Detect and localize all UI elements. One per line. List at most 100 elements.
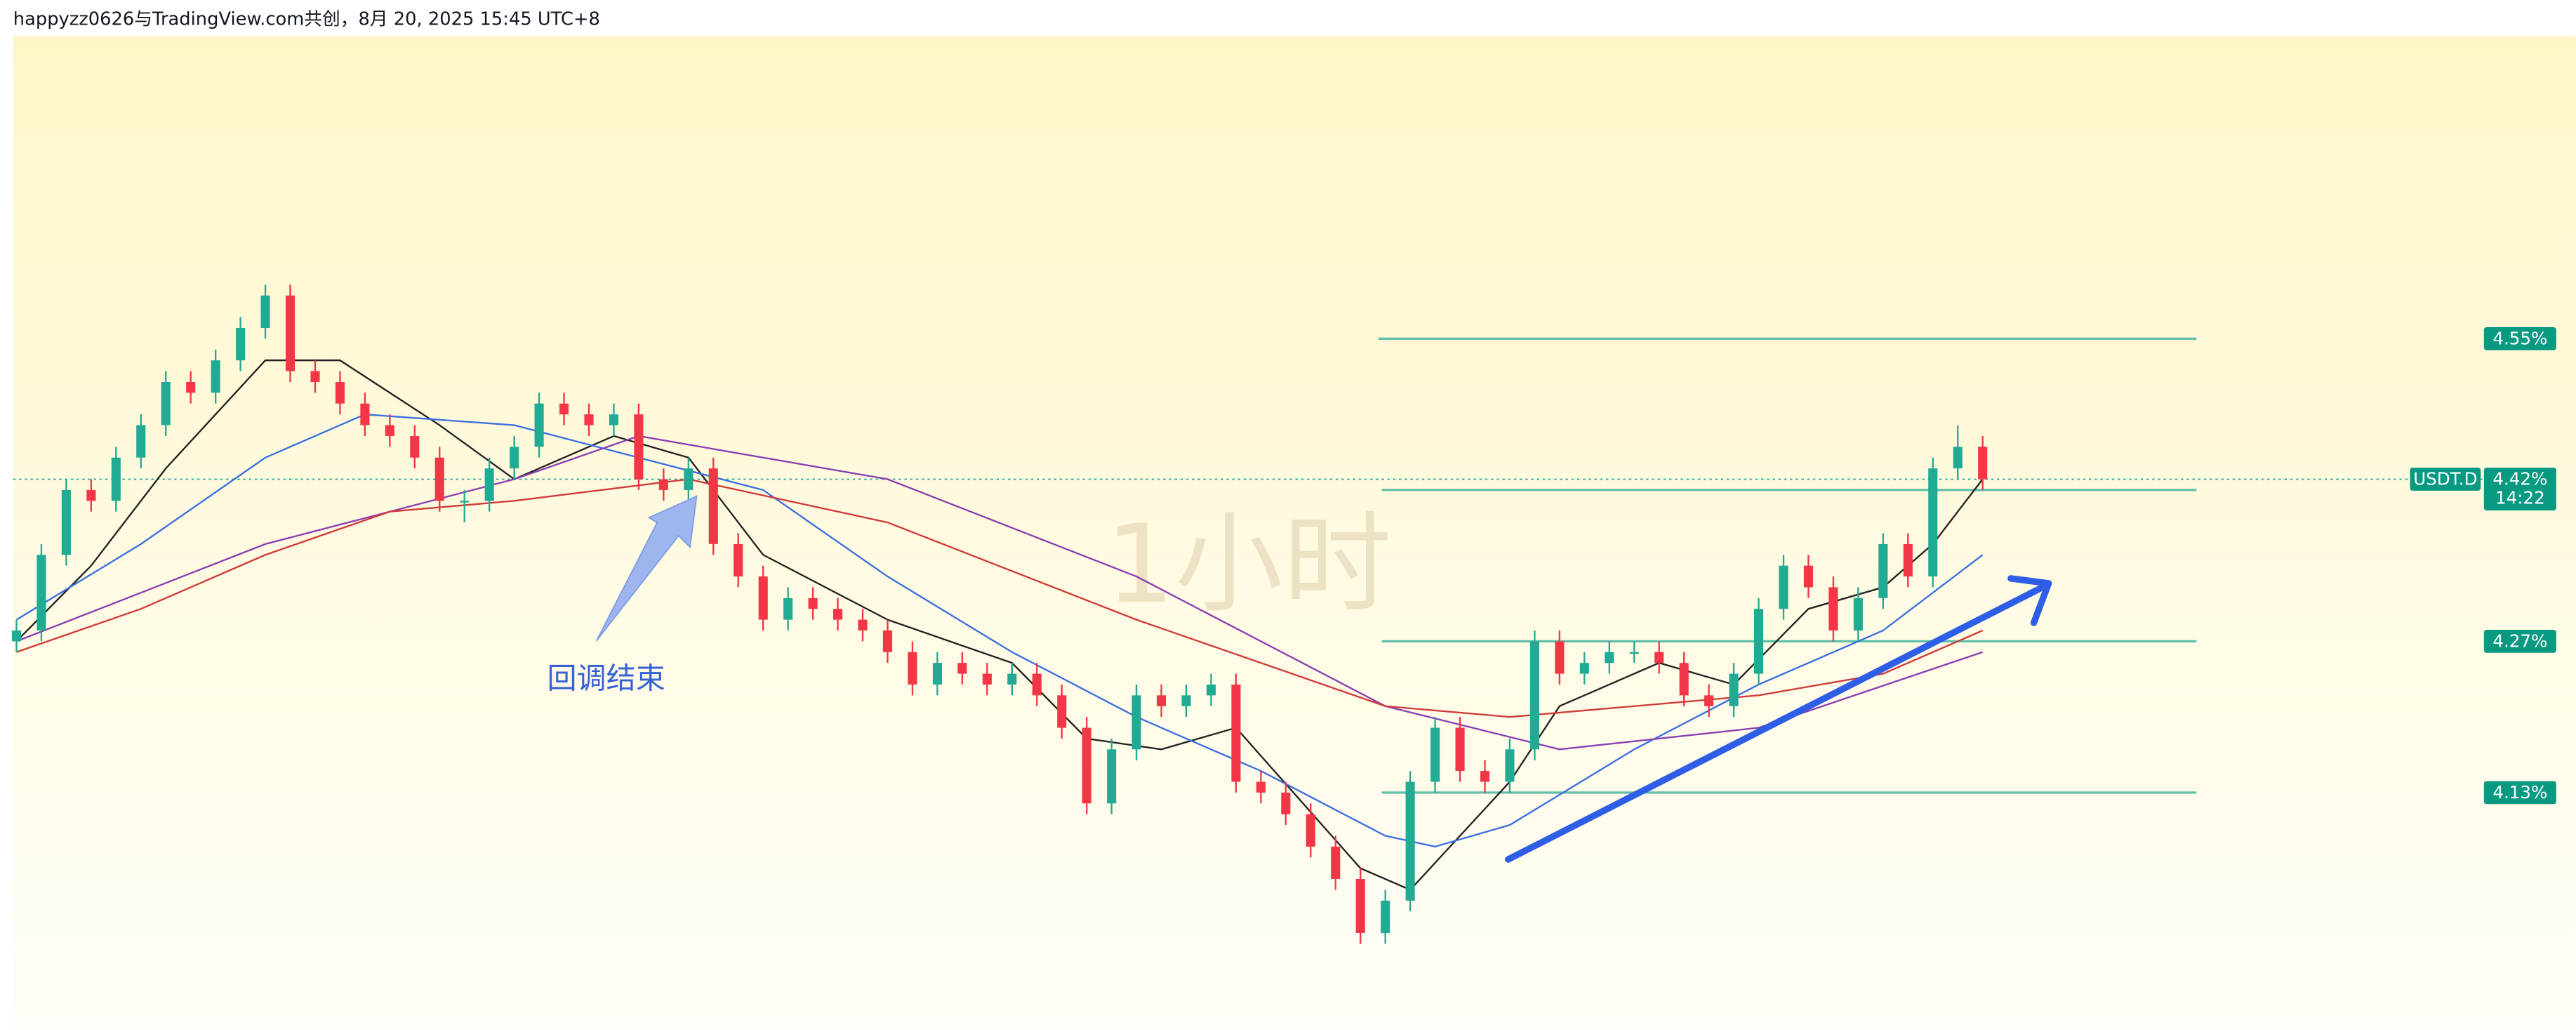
candle-body <box>360 403 370 425</box>
candle-body <box>136 425 146 458</box>
candle-body <box>1107 749 1117 804</box>
candle-body <box>534 403 544 447</box>
candle-body <box>559 403 569 415</box>
candle-body <box>161 382 171 425</box>
plot-background <box>13 36 2576 1030</box>
candle-body <box>609 414 619 425</box>
candle-body <box>1007 673 1017 685</box>
candle-body <box>1206 684 1216 696</box>
last-price-label: 4.42% <box>2492 469 2547 489</box>
candle-body <box>882 630 893 652</box>
candle-body <box>684 468 693 490</box>
trend-arrow <box>1504 575 2052 863</box>
candle-body <box>808 597 818 609</box>
candle-body <box>634 414 644 480</box>
candle-body <box>1306 814 1315 847</box>
candle-body <box>858 619 868 630</box>
candle-body <box>1480 771 1490 782</box>
candle-body <box>1231 684 1241 782</box>
price-label-box <box>2483 630 2556 653</box>
candle-body <box>1057 695 1067 728</box>
last-price-box <box>2483 468 2556 510</box>
candle-body <box>1978 447 1988 480</box>
annotation-arrow <box>595 495 698 642</box>
candle-body <box>86 489 96 501</box>
candle-body <box>1181 695 1191 706</box>
candle-body <box>1331 846 1341 879</box>
candle-body <box>11 630 22 642</box>
candle-body <box>285 295 296 371</box>
candle-body <box>260 295 270 329</box>
price-label: 4.55% <box>2492 329 2547 349</box>
countdown-label: 14:22 <box>2495 488 2545 508</box>
candle-body <box>1828 587 1838 630</box>
plot <box>11 284 2484 944</box>
candle-body <box>733 543 743 577</box>
price-label: 4.13% <box>2492 782 2547 803</box>
candle-body <box>36 555 46 630</box>
annotation-text: 回调结束 <box>547 661 665 695</box>
candle-body <box>1903 543 1913 577</box>
candle-body <box>1729 673 1739 706</box>
candle-body <box>484 468 494 501</box>
candle-body <box>1779 565 1788 609</box>
candle-body <box>1629 652 1639 654</box>
candle-body <box>1579 663 1589 674</box>
candle-body <box>1032 673 1042 696</box>
watermark: 1小时 <box>1106 502 1391 628</box>
candle-body <box>1654 652 1664 663</box>
candle-body <box>584 414 594 425</box>
price-axis: 4.55% 4.27% 4.13% USDT.D 4.42%14:22 <box>2410 327 2556 805</box>
candle-body <box>1505 749 1515 782</box>
price-label-box <box>2483 781 2556 805</box>
candle-body <box>1555 641 1565 674</box>
candle-body <box>1156 695 1167 706</box>
candle-body <box>1953 447 1963 469</box>
price-label-box <box>2483 327 2556 350</box>
candle-body <box>1704 695 1714 706</box>
candle-body <box>1281 792 1291 814</box>
candle-body <box>335 382 345 404</box>
symbol-box <box>2410 468 2481 491</box>
candle-body <box>236 328 246 361</box>
candle-body <box>186 382 196 393</box>
candle-body <box>708 468 718 544</box>
candle-body <box>1455 727 1465 772</box>
candle-body <box>434 457 444 501</box>
candle-body <box>1405 781 1415 901</box>
candle-body <box>1529 641 1539 750</box>
candle-body <box>833 609 843 620</box>
candle-body <box>1753 609 1764 674</box>
candle-body <box>1878 543 1888 598</box>
candle-body <box>982 673 992 685</box>
header-title: happyzz0626与TradingView.com共创，8月 20, 202… <box>13 9 600 30</box>
price-label: 4.27% <box>2492 631 2547 652</box>
candle-body <box>783 597 793 620</box>
candle-body <box>658 479 668 490</box>
candle-body <box>932 663 942 685</box>
candle-body <box>460 501 470 503</box>
candle-body <box>957 663 967 674</box>
candle-body <box>908 652 917 685</box>
candle-body <box>1803 565 1814 588</box>
candle-body <box>1679 663 1689 696</box>
candle-body <box>1430 727 1440 782</box>
candle-body <box>1605 652 1614 663</box>
candle-body <box>211 360 220 393</box>
candle-body <box>1131 695 1141 750</box>
candle-body <box>310 371 320 383</box>
symbol-label: USDT.D <box>2413 469 2477 489</box>
candle-body <box>410 435 420 458</box>
candle-body <box>758 576 768 620</box>
candle-body <box>1256 781 1266 793</box>
candle-body <box>385 425 394 436</box>
trend-arrow-shaft <box>1504 583 2047 863</box>
candle-body <box>1381 900 1390 933</box>
candle-body <box>510 447 519 469</box>
header-bar <box>0 0 2576 37</box>
candle-body <box>1928 468 1938 577</box>
trend-arrow-head <box>2007 575 2052 626</box>
candle-body <box>61 489 71 555</box>
